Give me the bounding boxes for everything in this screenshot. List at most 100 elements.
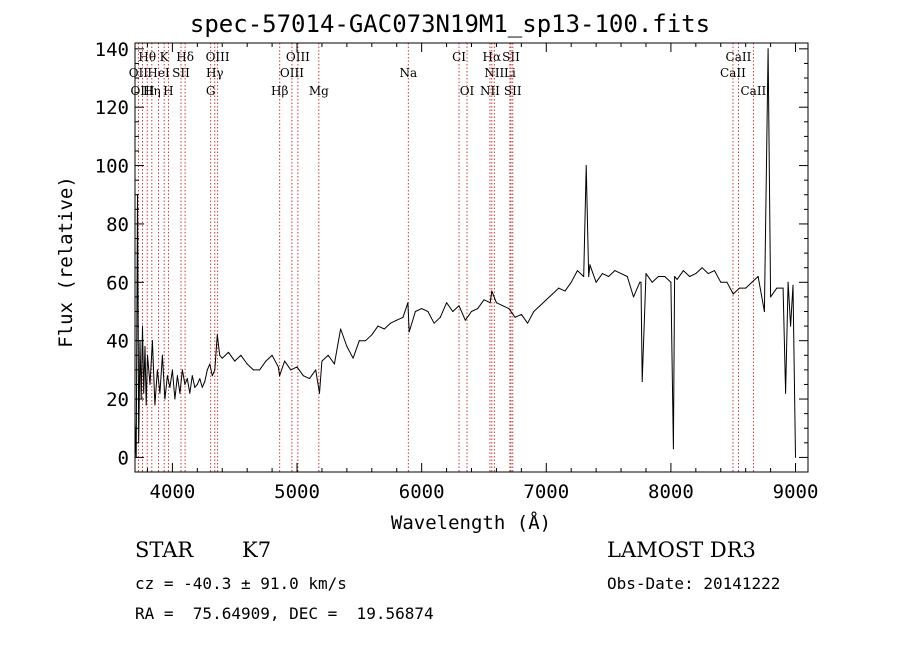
data-point [782,287,784,289]
spectral-line-label: OIII [130,84,154,98]
data-point [277,366,279,368]
spectral-line-label: OIII [206,50,230,64]
data-point [176,375,178,377]
data-point [166,375,168,377]
spectral-line-label: CaII [720,66,746,80]
spectral-line-label: OII [129,66,149,80]
data-point [194,386,196,388]
data-point [206,369,208,371]
data-point [670,281,672,283]
data-point [714,270,716,272]
spectral-line-label: SII [172,66,190,80]
data-point [164,398,166,400]
spectral-line-label: Hα [483,50,502,64]
data-point [645,273,647,275]
data-point [689,275,691,277]
coordinates: RA = 75.64909, DEC = 19.56874 [135,604,434,623]
data-point [676,278,678,280]
data-point [209,363,211,365]
data-point [707,273,709,275]
data-point [315,369,317,371]
data-point [414,310,416,312]
data-point [377,325,379,327]
data-point [452,310,454,312]
data-point [552,293,554,295]
data-point [657,275,659,277]
spectral-line-label: Mg [309,84,329,98]
data-point [682,270,684,272]
data-point [161,354,163,356]
spectral-line-label: Hθ [138,50,156,64]
axes: 4000 5000 6000 7000 8000 9000 0 20 40 60 80 100 120 1… [95,39,819,503]
series-line-flux [134,48,796,458]
data-point [234,360,236,362]
data-point [726,281,728,283]
data-point [745,287,747,289]
series-layer [134,48,797,458]
data-point [695,273,697,275]
spectral-line-label: NII [484,66,504,80]
data-point [757,275,759,277]
data-point [701,267,703,269]
spectral-line-label: OIII [280,66,304,80]
data-point [588,275,590,277]
data-point [171,369,173,371]
x-axis-label: Wavelength (Å) [391,511,551,534]
data-point [491,290,493,292]
data-point [204,381,206,383]
data-point [265,360,267,362]
data-point [340,328,342,330]
spectral-line-label: OIII [286,50,310,64]
data-point [358,340,360,342]
data-point [608,275,610,277]
data-point [246,363,248,365]
data-point [184,383,186,385]
spectral-line-label: HeI [147,66,170,80]
data-point [585,165,587,167]
data-point [763,310,765,312]
object-class: STAR [135,538,194,562]
data-point [216,334,218,336]
spectral-line-label: CI [452,50,466,64]
data-point [640,281,642,283]
data-point [352,357,354,359]
x-tick-label: 6000 [399,481,445,503]
y-tick-label: 40 [106,331,129,353]
data-point [321,360,323,362]
spectral-line-label: Hη [143,84,161,98]
data-point [408,331,410,333]
data-point [626,275,628,277]
data-point [589,264,591,266]
data-point [346,346,348,348]
spectral-line-label: CaII [740,84,766,98]
data-point [508,308,510,310]
data-point [614,270,616,272]
data-point [527,322,529,324]
data-point [146,354,148,356]
data-point [458,305,460,307]
data-point [151,340,153,342]
data-point [145,404,147,406]
data-point [464,319,466,321]
data-point [365,340,367,342]
spectral-line-label: Li [504,66,516,80]
data-point [189,392,191,394]
data-point [396,319,398,321]
data-point [564,290,566,292]
plot-frame [134,42,809,473]
data-point [284,360,286,362]
data-point [583,275,585,277]
y-tick-label: 20 [106,389,129,411]
data-point [533,310,535,312]
spectral-line-label: Hγ [206,66,224,80]
data-point [720,281,722,283]
x-tick-label: 7000 [523,481,569,503]
data-point [595,281,597,283]
data-point [191,375,193,377]
data-point [427,310,429,312]
x-tick-label: 9000 [773,481,819,503]
data-point [199,378,201,380]
observation-date: Obs-Date: 20141222 [607,574,781,593]
y-tick-label: 120 [95,97,129,119]
